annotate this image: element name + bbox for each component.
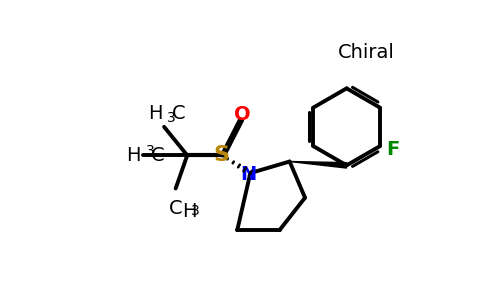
Text: N: N bbox=[241, 165, 257, 184]
Text: C: C bbox=[169, 199, 182, 218]
Text: O: O bbox=[234, 105, 251, 124]
Text: H: H bbox=[182, 202, 197, 220]
Text: H: H bbox=[126, 146, 141, 165]
Text: F: F bbox=[386, 140, 399, 159]
Text: 3: 3 bbox=[167, 111, 176, 125]
Text: Chiral: Chiral bbox=[337, 44, 394, 62]
Text: C: C bbox=[151, 146, 165, 165]
Text: H: H bbox=[148, 104, 163, 123]
Text: C: C bbox=[172, 104, 185, 123]
Text: 3: 3 bbox=[191, 204, 200, 218]
Text: 3: 3 bbox=[146, 144, 155, 158]
Text: S: S bbox=[214, 146, 230, 165]
Polygon shape bbox=[289, 161, 347, 168]
